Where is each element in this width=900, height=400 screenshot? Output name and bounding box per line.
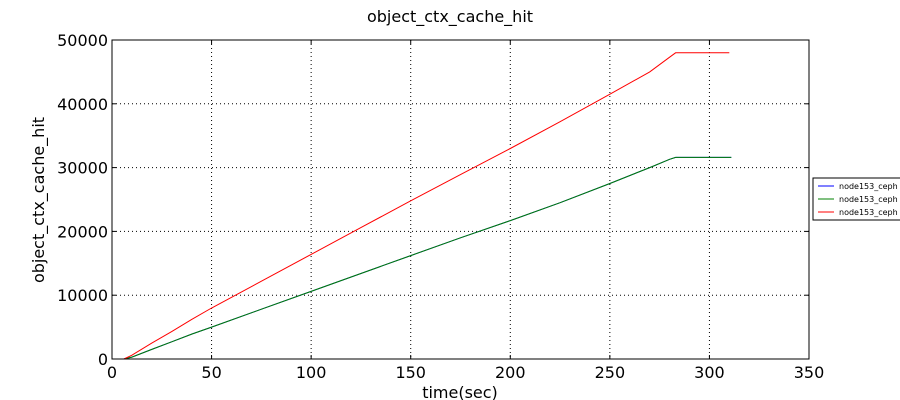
y-tick-label: 50000 bbox=[57, 31, 108, 50]
ticks: 0 50 100 150 200 250 300 350 0 10000 20000 30000 400… bbox=[57, 31, 824, 382]
y-tick-label: 10000 bbox=[57, 286, 108, 305]
grid bbox=[112, 40, 809, 359]
y-tick-label: 30000 bbox=[57, 159, 108, 178]
series-line-2 bbox=[123, 156, 732, 360]
legend: node153_ceph node153_ceph node153_ceph bbox=[812, 177, 900, 221]
x-tick-label: 0 bbox=[107, 363, 117, 382]
x-tick-label: 350 bbox=[794, 363, 825, 382]
legend-label: node153_ceph bbox=[839, 195, 898, 204]
x-tick-label: 150 bbox=[395, 363, 426, 382]
y-tick-label: 0 bbox=[98, 350, 108, 369]
plot-frame bbox=[111, 39, 810, 360]
x-axis-label: time(sec) bbox=[422, 383, 498, 400]
x-tick-label: 200 bbox=[495, 363, 526, 382]
y-axis-label: object_ctx_cache_hit bbox=[29, 117, 49, 283]
x-tick-label: 250 bbox=[595, 363, 626, 382]
legend-label: node153_ceph bbox=[839, 208, 898, 217]
x-tick-label: 100 bbox=[296, 363, 327, 382]
series-layer bbox=[123, 52, 732, 360]
legend-label: node153_ceph bbox=[839, 182, 898, 191]
x-tick-label: 300 bbox=[694, 363, 725, 382]
x-tick-label: 50 bbox=[201, 363, 221, 382]
y-tick-label: 40000 bbox=[57, 95, 108, 114]
y-tick-label: 20000 bbox=[57, 222, 108, 241]
series-line-1 bbox=[123, 156, 732, 360]
series-line-3 bbox=[123, 52, 730, 360]
chart-title: object_ctx_cache_hit bbox=[367, 7, 533, 27]
